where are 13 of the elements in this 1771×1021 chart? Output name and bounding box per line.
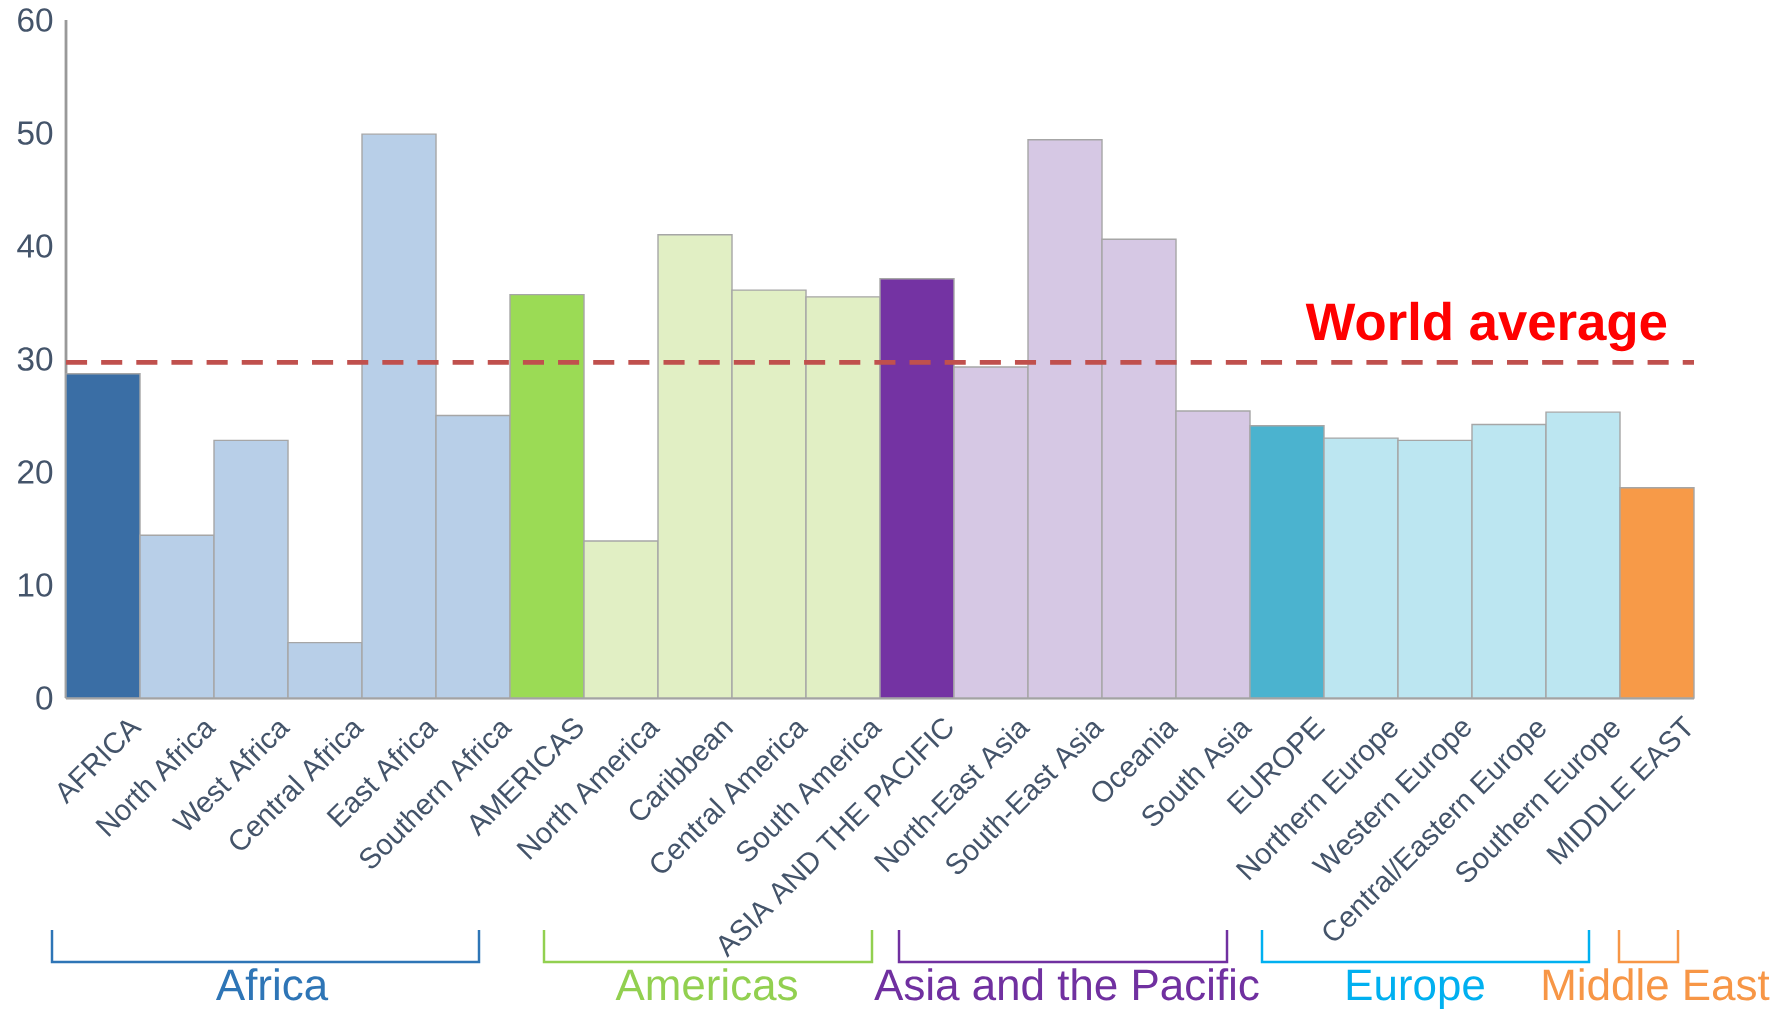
text: Americas bbox=[615, 968, 797, 1001]
y-tick-label: 10 bbox=[18, 573, 53, 597]
y-tick-label: 60 bbox=[18, 8, 53, 32]
y-tick-label: 30 bbox=[17, 347, 53, 371]
y-tick-label: 20 bbox=[18, 460, 53, 484]
y-tick-label: 0 bbox=[36, 686, 53, 710]
y-tick-label: 50 bbox=[17, 121, 53, 145]
ref-line-label: World average bbox=[1305, 301, 1667, 352]
text: Africa bbox=[215, 968, 329, 1001]
text: Europe bbox=[1347, 969, 1484, 1010]
text: Asia and the Pacific bbox=[874, 968, 1259, 1001]
y-tick-label: 40 bbox=[17, 234, 53, 258]
text: Middle East bbox=[1543, 968, 1770, 1001]
